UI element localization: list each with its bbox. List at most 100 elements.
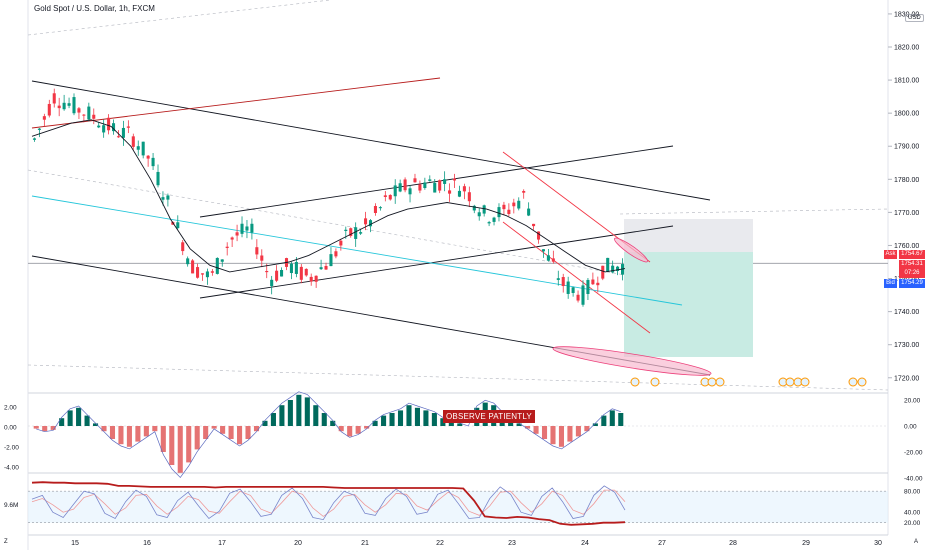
histogram-bar (338, 426, 344, 432)
candle-body (186, 258, 190, 265)
candle-body (136, 146, 140, 150)
stochastic-tick-label: 40.00 (904, 510, 921, 517)
candle-body (477, 212, 481, 217)
candle-body (304, 268, 308, 276)
candle-body (230, 237, 234, 240)
candle-body (102, 125, 106, 133)
price-tick-label: 1770.00 (894, 210, 919, 217)
candle-body (314, 275, 318, 282)
histogram-bar (186, 426, 192, 463)
candle-body (349, 228, 353, 236)
candle-body (586, 279, 590, 295)
candle-body (423, 182, 427, 188)
histogram-bar (270, 413, 276, 426)
rising-channel-bottom (199, 225, 674, 299)
time-tick-label: 27 (658, 540, 666, 547)
dashed-trend-line (27, 169, 711, 291)
candle-body (457, 190, 461, 197)
rising-channel-top (199, 145, 674, 218)
candle-body (166, 195, 170, 200)
candle-body (87, 106, 91, 120)
histogram-bar (118, 426, 124, 445)
candle-body (591, 279, 595, 285)
candle-body (319, 267, 323, 270)
cyan-trend-line (31, 195, 683, 306)
candle-body (146, 155, 150, 159)
candle-body (507, 209, 511, 214)
candle-body (606, 257, 610, 272)
candle-body (37, 128, 41, 130)
histogram-tick-label: -20.00 (904, 450, 923, 457)
histogram-bar (431, 413, 437, 426)
candle-body (502, 204, 506, 210)
take-profit-zone (624, 252, 753, 357)
histogram-bar (558, 426, 565, 447)
histogram-bar (33, 426, 39, 429)
stochastic-band (28, 491, 888, 523)
histogram-bar (457, 423, 463, 426)
candle-body (556, 278, 560, 280)
last-price-tag: 1754.31 (899, 260, 925, 269)
currency-button[interactable]: USD (905, 14, 924, 22)
histogram-bar (194, 426, 200, 450)
candle-body (492, 217, 496, 222)
zoom-corner[interactable]: Z (4, 539, 8, 545)
candle-body (77, 108, 81, 113)
candle-body (255, 247, 259, 255)
price-tick-label: 1790.00 (894, 144, 919, 151)
histogram-bar (203, 426, 209, 439)
candle-body (571, 287, 575, 293)
histogram-bar (414, 407, 420, 426)
event-icon (650, 377, 660, 387)
candle-body (32, 138, 37, 140)
histogram-tick-label: 20.00 (904, 398, 921, 405)
price-tick-label: 1810.00 (894, 78, 919, 85)
histogram-bar (313, 405, 319, 426)
event-icon (848, 377, 858, 387)
candle-body (359, 232, 363, 234)
candle-body (309, 276, 313, 282)
candle-body (329, 254, 333, 267)
candle-body (364, 218, 368, 225)
histogram-bar (533, 426, 539, 434)
stochastic-fast-line (31, 485, 626, 521)
candle-body (156, 171, 160, 186)
candle-body (601, 265, 605, 279)
histogram-bar (109, 426, 116, 439)
histogram-bar (372, 420, 378, 426)
histogram-bar (253, 426, 260, 432)
candle-body (107, 117, 111, 131)
histogram-bar (67, 410, 73, 426)
falling-channel-bottom (502, 221, 651, 334)
auto-scale-corner[interactable]: A (914, 539, 919, 545)
candle-body (324, 265, 328, 270)
candle-body (443, 179, 447, 184)
histogram-bar (516, 423, 522, 426)
candle-body (611, 265, 615, 273)
ask-tag-label: Ask (884, 250, 897, 259)
target-ellipse (552, 346, 712, 376)
candle-body (62, 102, 66, 110)
time-tick-label: 28 (729, 540, 737, 547)
candle-body (131, 136, 135, 147)
candle-body (294, 261, 298, 274)
candle-body (67, 103, 71, 106)
candle-body (433, 182, 437, 193)
candle-body (112, 123, 116, 132)
stop-loss-zone (624, 219, 753, 252)
candle-body (57, 105, 61, 109)
candle-body (289, 263, 293, 274)
histogram-bar (448, 420, 454, 426)
event-icon (715, 377, 725, 387)
annotation-label[interactable]: OBSERVE PATIENTLY (443, 410, 535, 423)
candle-body (52, 93, 56, 104)
histogram-bar (355, 426, 361, 434)
price-tick-label: 1720.00 (894, 375, 919, 382)
candle-body (126, 126, 130, 128)
bid-price-tag: 1754.29 (899, 279, 925, 288)
chart-title: Gold Spot / U.S. Dollar, 1h, FXCM (34, 4, 155, 13)
candle-body (566, 281, 570, 294)
candle-body (270, 279, 274, 287)
